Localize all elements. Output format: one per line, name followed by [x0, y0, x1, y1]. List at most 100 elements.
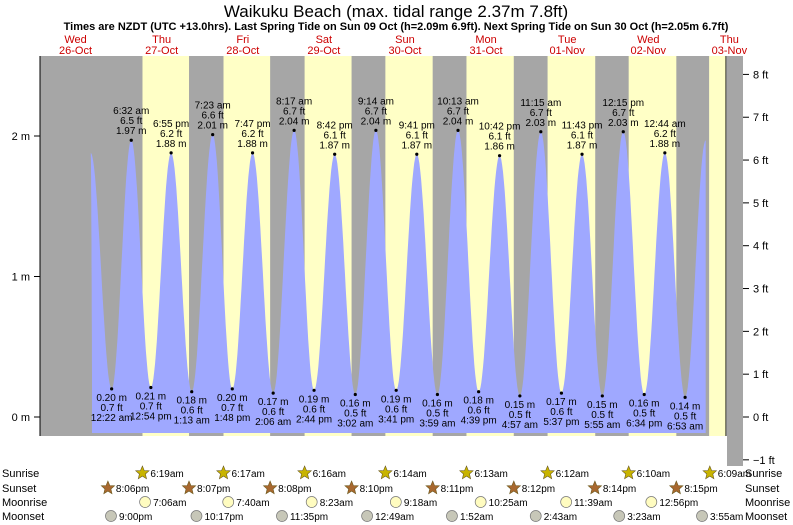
sunrise-icon: [297, 465, 313, 480]
astro-events: Sunrise Sunrise 6:19am 6:17am 6:16am 6:14am 6:…: [2, 465, 790, 523]
moonset-time: 3:23am: [627, 512, 660, 523]
moonset-row-label: Moonset: [2, 511, 44, 523]
chart-title: Waikuku Beach (max. tidal range 2.37m 7.…: [224, 2, 568, 21]
moonset-time: 12:49am: [375, 512, 414, 523]
tide-label: 6.7 ft: [365, 106, 387, 117]
chart-subtitle: Times are NZDT (UTC +13.0hrs). Last Spri…: [64, 21, 729, 33]
sunrise-icon: [621, 465, 637, 480]
tide-label: 0.7 ft: [101, 403, 123, 414]
sunrise-icon: [216, 465, 231, 480]
tide-label: 6.2 ft: [654, 129, 676, 140]
ft-tick-label: 5 ft: [753, 198, 768, 210]
tide-label: 12:44 am: [644, 119, 686, 130]
tide-label: 11:15 am: [520, 98, 561, 109]
day-date: 30-Oct: [388, 45, 421, 57]
sunset-icon: [425, 480, 441, 495]
tide-point: [292, 128, 296, 132]
tide-label: 1.88 m: [156, 139, 187, 150]
ft-tick-label: 1 ft: [753, 369, 768, 381]
moonrise-icon: [305, 496, 318, 508]
tide-label: 0.16 m: [629, 399, 660, 410]
tide-point: [312, 388, 316, 392]
tide-label: 4:57 am: [502, 420, 538, 431]
tide-label: 2:06 am: [255, 417, 291, 428]
ft-tick-label: 3 ft: [753, 284, 768, 296]
moonrise-time: 7:06am: [153, 498, 186, 509]
tide-point: [374, 128, 378, 132]
tide-point: [169, 151, 173, 155]
moonset-icon: [529, 510, 542, 522]
sunrise-icon: [702, 465, 718, 480]
tide-label: 9:41 pm: [399, 120, 435, 131]
tide-label: 1.87 m: [319, 140, 350, 151]
moonrise-time: 12:56pm: [659, 498, 698, 509]
day-labels: Wed26-OctThu27-OctFri28-OctSat29-OctSun3…: [59, 34, 748, 57]
tide-label: 0.6 ft: [550, 407, 572, 418]
tide-label: 12:22 am: [91, 413, 133, 424]
sunset-time: 8:08pm: [278, 484, 311, 495]
day-name: Fri: [236, 34, 249, 46]
sunrise-icon: [134, 465, 150, 480]
tide-label: 0.6 ft: [262, 407, 284, 418]
right-gutter: [727, 56, 743, 466]
sunrise-time: 6:17am: [231, 469, 264, 480]
tide-point: [435, 392, 440, 397]
tide-label: 1:13 am: [174, 416, 210, 427]
sunset-time: 8:07pm: [197, 484, 230, 495]
tide-label: 0.7 ft: [140, 401, 162, 412]
sunrise-row-label-right: Sunrise: [745, 468, 782, 480]
tide-point: [129, 138, 133, 142]
tide-point: [539, 130, 543, 134]
tide-label: 1:48 pm: [214, 413, 250, 424]
sunset-time: 8:06pm: [116, 484, 149, 495]
moonset-time: 10:17pm: [204, 512, 243, 523]
moonset-icon: [446, 510, 458, 522]
tide-point: [663, 151, 667, 155]
tide-point: [642, 392, 646, 397]
tide-label: 6:53 am: [667, 421, 703, 432]
sunset-icon: [181, 480, 197, 495]
sunset-icon: [587, 480, 603, 495]
sunset-icon: [262, 480, 278, 495]
tide-point: [110, 387, 114, 391]
moonrise-icon: [474, 496, 487, 508]
day-date: 27-Oct: [145, 45, 178, 57]
moonrise-time: 8:23am: [320, 498, 353, 509]
sunrise-time: 6:12am: [556, 469, 589, 480]
tide-label: 6.5 ft: [120, 116, 142, 127]
ft-tick-label: 2 ft: [753, 326, 768, 338]
tide-label: 6.7 ft: [447, 106, 469, 117]
sunset-time: 8:11pm: [441, 484, 474, 495]
tide-label: 6.6 ft: [202, 111, 224, 122]
sunrise-icon: [459, 465, 474, 480]
tide-label: 0.21 m: [136, 391, 167, 402]
tide-point: [580, 152, 584, 156]
tide-label: 0.20 m: [217, 393, 248, 404]
ft-tick-label: 6 ft: [753, 155, 768, 167]
tide-label: 3:02 am: [337, 419, 373, 430]
tide-label: 8:42 pm: [317, 120, 353, 131]
tide-label: 0.7 ft: [221, 403, 243, 414]
sunset-time: 8:14pm: [603, 484, 636, 495]
tide-label: 6.1 ft: [571, 130, 593, 141]
moonset-icon: [190, 510, 203, 522]
tide-label: 2.04 m: [361, 116, 392, 127]
day-date: 03-Nov: [712, 45, 748, 57]
day-name: Sun: [395, 34, 415, 46]
tide-label: 6.1 ft: [406, 130, 428, 141]
tide-point: [250, 151, 255, 155]
sunrise-time: 6:14am: [393, 469, 426, 480]
tide-label: 0.18 m: [463, 396, 494, 407]
tide-point: [683, 395, 687, 399]
tide-label: 2.03 m: [526, 118, 557, 129]
day-name: Wed: [64, 34, 86, 46]
tide-label: 0.18 m: [176, 396, 207, 407]
moonrise-time: 9:18am: [404, 498, 437, 509]
moonrise-icon: [389, 496, 402, 508]
tide-label: 6.1 ft: [324, 130, 346, 141]
tide-point: [621, 130, 625, 134]
sunset-icon: [100, 480, 116, 495]
tide-label: 0.5 ft: [426, 409, 448, 420]
tide-label: 6.7 ft: [283, 106, 305, 117]
sunset-row-label-right: Sunset: [745, 483, 779, 495]
